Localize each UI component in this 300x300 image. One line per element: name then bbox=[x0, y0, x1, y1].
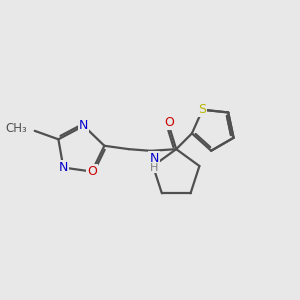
Text: S: S bbox=[199, 103, 206, 116]
Text: O: O bbox=[87, 165, 97, 178]
Text: H: H bbox=[150, 163, 158, 173]
Text: O: O bbox=[164, 116, 174, 128]
Text: N: N bbox=[79, 119, 88, 132]
Text: N: N bbox=[149, 152, 159, 165]
Text: N: N bbox=[59, 161, 68, 174]
Text: CH₃: CH₃ bbox=[5, 122, 27, 135]
